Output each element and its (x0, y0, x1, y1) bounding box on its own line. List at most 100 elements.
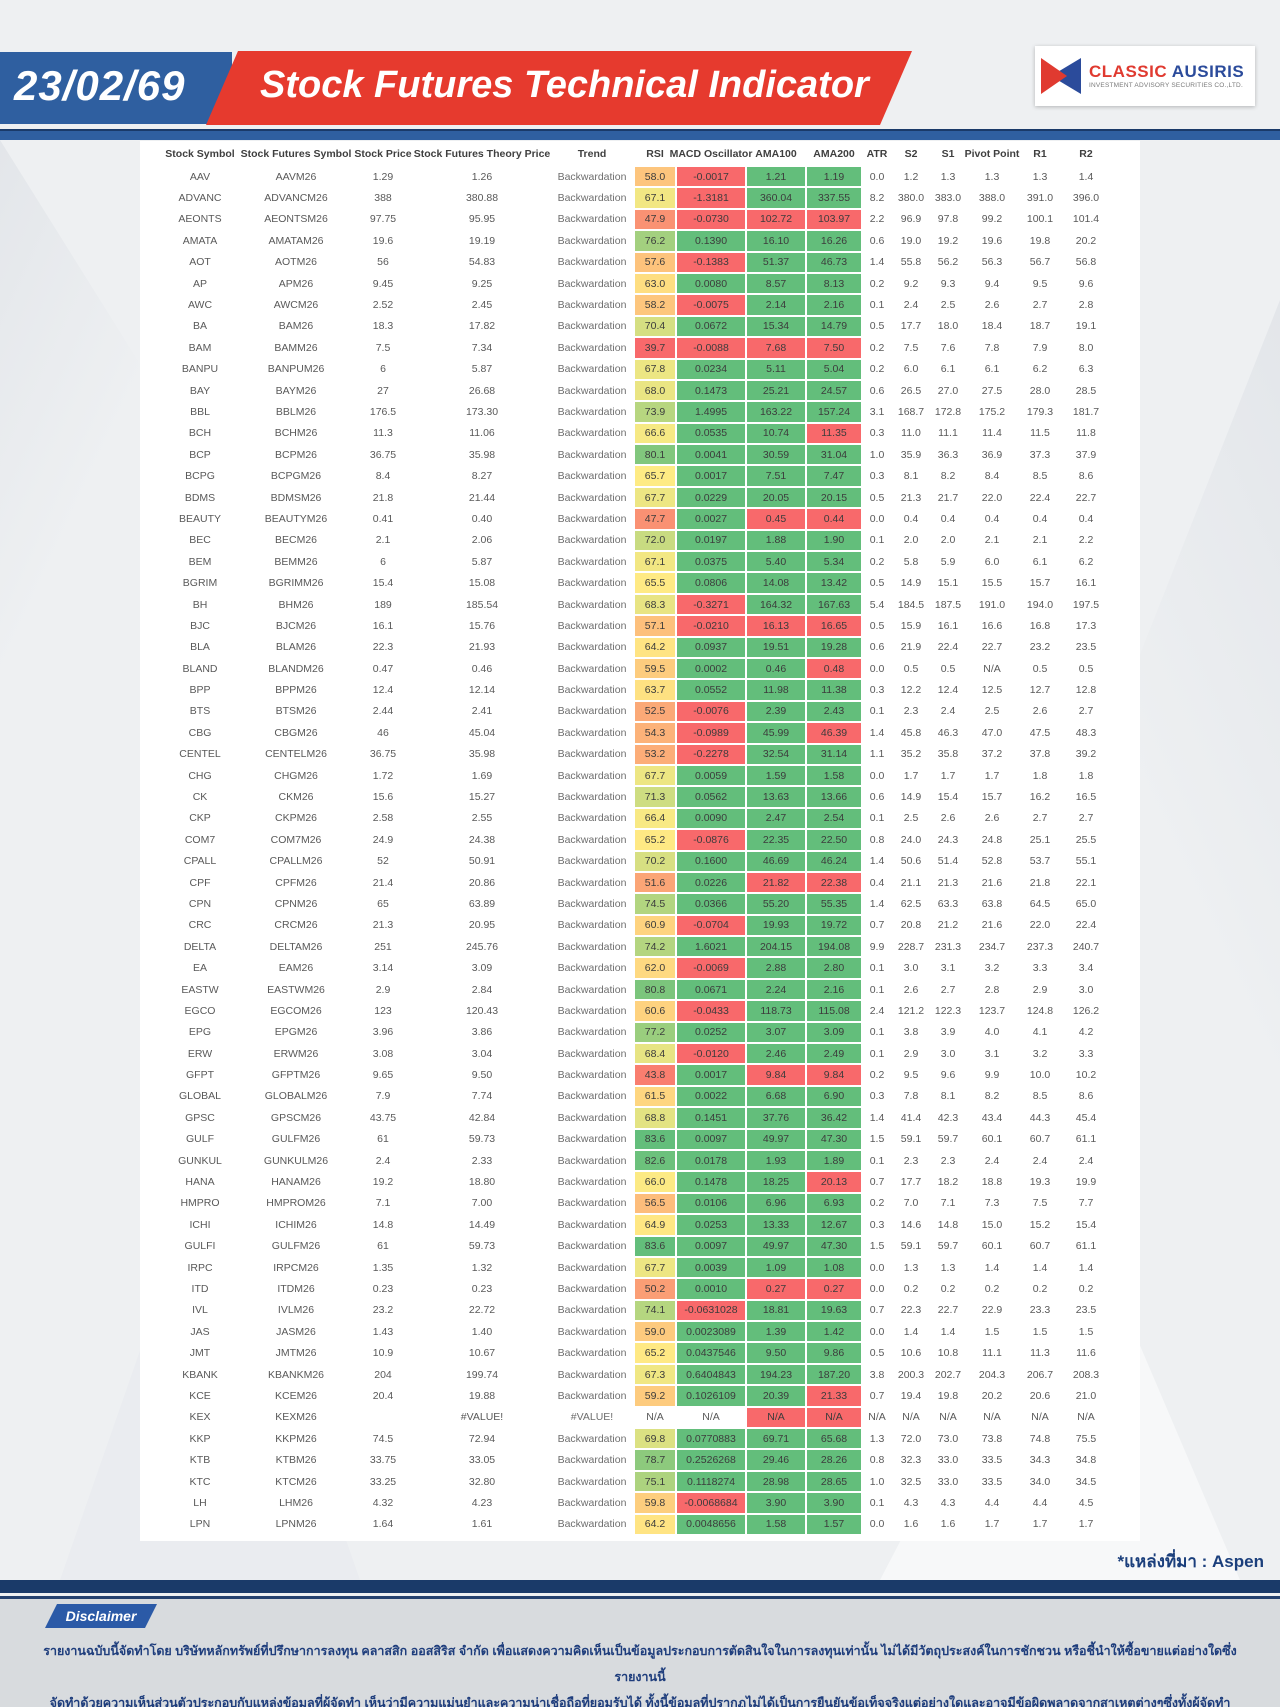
rsi-cell: 66.6 (634, 423, 676, 444)
macd-cell: 0.0178 (676, 1150, 746, 1171)
atr: 0.6 (869, 384, 885, 397)
table-row: AMATA AMATAM26 19.6 19.19 Backwardation 76.2 0… (160, 230, 1110, 251)
ama100-cell: 13.63 (746, 786, 806, 807)
rsi-cell: 65.5 (634, 572, 676, 593)
ama100-cell: 20.05 (746, 487, 806, 508)
table-row: COM7 COM7M26 24.9 24.38 Backwardation 65.2 -0.… (160, 829, 1110, 850)
r2: 0.4 (1078, 512, 1094, 525)
ama200-cell: 194.08 (806, 936, 862, 957)
disclaimer-divider-thick (0, 1580, 1280, 1593)
s1: 59.7 (937, 1240, 959, 1253)
atr: 0.3 (869, 684, 885, 697)
column-header: Stock Price (354, 148, 412, 160)
stock-symbol: HMPRO (180, 1197, 220, 1210)
futures-symbol: ERWM26 (273, 1047, 319, 1060)
macd-cell: -0.0210 (676, 615, 746, 636)
futures-symbol: BAYM26 (275, 384, 317, 397)
source-note: *แหล่งที่มา : Aspen (1117, 1552, 1264, 1571)
ama200-cell: 1.57 (806, 1514, 862, 1535)
futures-symbol: CPFM26 (275, 876, 317, 889)
futures-symbol: BECM26 (274, 534, 317, 547)
trend: Backwardation (557, 577, 627, 590)
trend: Backwardation (557, 962, 627, 975)
futures-symbol: BANPUM26 (267, 363, 325, 376)
ama200-cell: 9.86 (806, 1342, 862, 1363)
stock-price: 0.41 (372, 512, 394, 525)
theory-price: 120.43 (465, 1004, 499, 1017)
r2: 61.1 (1075, 1240, 1097, 1253)
macd-cell: -0.0631028 (676, 1300, 746, 1321)
stock-price: 15.6 (372, 791, 394, 804)
r1: 37.8 (1029, 748, 1051, 761)
s2: 14.9 (900, 791, 922, 804)
pivot-point: 2.1 (984, 534, 1000, 547)
futures-symbol: LPNM26 (275, 1518, 317, 1531)
theory-price: 42.84 (468, 1111, 496, 1124)
stock-symbol: CKP (189, 812, 211, 825)
ama100-cell: 1.39 (746, 1321, 806, 1342)
r2: 22.7 (1075, 491, 1097, 504)
ama100-cell: 3.07 (746, 1022, 806, 1043)
atr: 1.1 (869, 748, 885, 761)
stock-price: 388 (374, 192, 392, 205)
theory-price: 2.41 (471, 705, 493, 718)
s1: 3.9 (940, 1026, 956, 1039)
background-polygon (1120, 300, 1280, 1200)
s1: 0.4 (940, 512, 956, 525)
s2: 7.0 (903, 1197, 919, 1210)
r1: 34.3 (1029, 1454, 1051, 1467)
atr: 0.0 (869, 1261, 885, 1274)
s2: 2.3 (903, 1154, 919, 1167)
ama200-cell: 5.04 (806, 359, 862, 380)
disclaimer-text: รายงานฉบับนี้จัดทำโดย บริษัทหลักทรัพย์ที… (35, 1638, 1245, 1707)
atr: 0.2 (869, 555, 885, 568)
ama200-cell: 2.16 (806, 979, 862, 1000)
trend: Backwardation (557, 1325, 627, 1338)
s1: 14.8 (937, 1218, 959, 1231)
pivot-point: 2.6 (984, 299, 1000, 312)
theory-price: 1.26 (471, 170, 493, 183)
pivot-point: 47.0 (981, 726, 1003, 739)
r1: 206.7 (1026, 1368, 1054, 1381)
r1: 6.2 (1032, 363, 1048, 376)
ama200-cell: 187.20 (806, 1364, 862, 1385)
macd-cell: 1.6021 (676, 936, 746, 957)
s2: 22.3 (900, 1304, 922, 1317)
disclaimer-badge: Disclaimer (45, 1604, 157, 1628)
r2: 12.8 (1075, 684, 1097, 697)
r1: 28.0 (1029, 384, 1051, 397)
stock-price: 9.65 (372, 1069, 394, 1082)
r1: 2.1 (1032, 534, 1048, 547)
ama200-cell: 0.44 (806, 508, 862, 529)
trend: Backwardation (557, 662, 627, 675)
r2: 8.6 (1078, 470, 1094, 483)
table-row: CRC CRCM26 21.3 20.95 Backwardation 60.9 -0.07… (160, 915, 1110, 936)
stock-price: 176.5 (369, 405, 397, 418)
s2: 2.9 (903, 1047, 919, 1060)
trend: Backwardation (557, 1004, 627, 1017)
atr: 0.5 (869, 577, 885, 590)
stock-symbol: KTB (189, 1454, 211, 1467)
bowtie-logo-icon (1041, 56, 1083, 96)
pivot-point: 52.8 (981, 855, 1003, 868)
theory-price: 3.86 (471, 1026, 493, 1039)
stock-symbol: ICHI (189, 1218, 211, 1231)
r1: 60.7 (1029, 1133, 1051, 1146)
pivot-point: 33.5 (981, 1454, 1003, 1467)
futures-symbol: BTSM26 (275, 705, 317, 718)
ama100-cell: 37.76 (746, 1107, 806, 1128)
futures-symbol: BCPM26 (274, 448, 317, 461)
stock-symbol: BBL (190, 405, 210, 418)
trend: Backwardation (557, 1240, 627, 1253)
r2: 8.6 (1078, 1090, 1094, 1103)
ama100-cell: 69.71 (746, 1428, 806, 1449)
table-row: CPN CPNM26 65 63.89 Backwardation 74.5 0.0366 5… (160, 893, 1110, 914)
stock-price: 3.14 (372, 962, 394, 975)
ama200-cell: 13.66 (806, 786, 862, 807)
atr: 0.0 (869, 769, 885, 782)
table-row: IVL IVLM26 23.2 22.72 Backwardation 74.1 -0.06… (160, 1300, 1110, 1321)
stock-price (352, 1407, 414, 1428)
rsi-cell: 57.6 (634, 252, 676, 273)
theory-price: 1.61 (471, 1518, 493, 1531)
theory-price: 9.25 (471, 277, 493, 290)
